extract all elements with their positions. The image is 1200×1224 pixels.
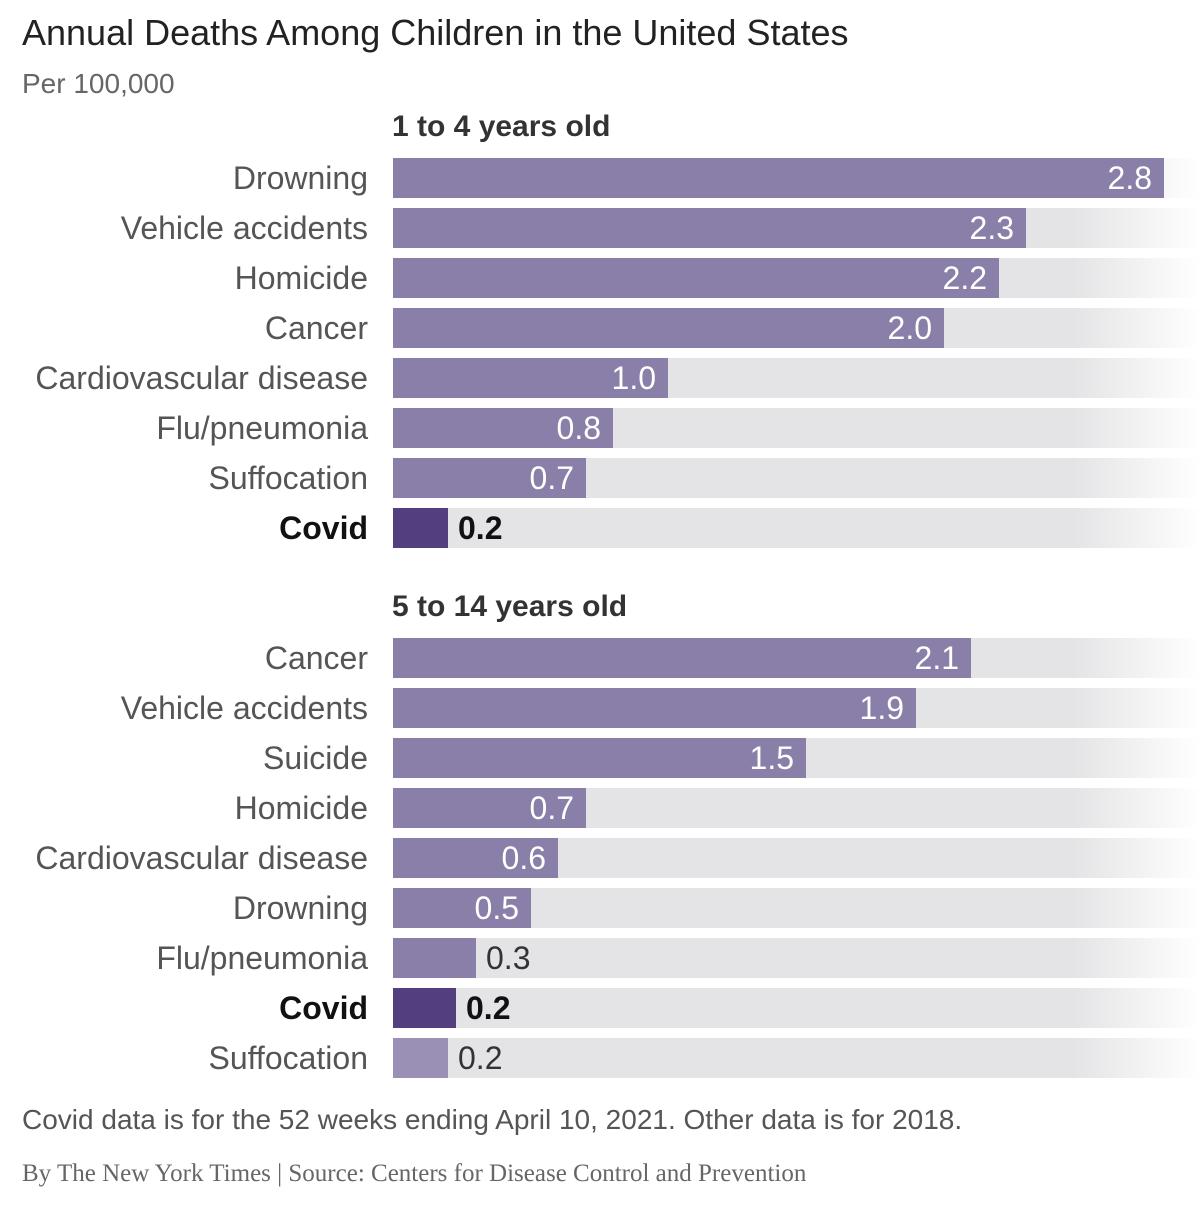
bar	[393, 408, 613, 448]
category-label: Suffocation	[208, 1040, 368, 1076]
category-label: Cancer	[264, 310, 368, 346]
bar-row: Flu/pneumonia 0.3	[0, 938, 1200, 978]
value-label: 2.0	[887, 310, 932, 346]
chart-title: Annual Deaths Among Children in the Unit…	[22, 12, 849, 53]
group-title: 1 to 4 years old	[392, 110, 611, 143]
bar-row: Suffocation 0.7	[0, 458, 1200, 498]
value-label: 0.2	[458, 1040, 503, 1076]
bar	[393, 788, 586, 828]
category-label: Flu/pneumonia	[156, 410, 368, 446]
bar-row: Covid 0.2	[0, 988, 1200, 1028]
value-label: 0.8	[556, 410, 601, 446]
value-label: 2.3	[969, 210, 1014, 246]
category-label: Vehicle accidents	[120, 690, 368, 726]
bar	[393, 738, 806, 778]
bar	[393, 458, 586, 498]
category-label: Suicide	[263, 740, 368, 776]
bar	[393, 208, 1026, 248]
bar-row: Suicide 1.5	[0, 738, 1200, 778]
bar	[393, 838, 558, 878]
value-label: 1.5	[749, 740, 794, 776]
value-label: 0.2	[466, 990, 511, 1026]
group-title: 5 to 14 years old	[392, 590, 628, 623]
category-label: Cardiovascular disease	[35, 360, 368, 396]
bar	[393, 358, 668, 398]
bar-track	[393, 988, 1200, 1028]
bar-row: Drowning 0.5	[0, 888, 1200, 928]
bar	[393, 938, 476, 978]
bar-row: Homicide 2.2	[0, 258, 1200, 298]
bar	[393, 988, 456, 1028]
bar	[393, 258, 999, 298]
bar-row: Drowning 2.8	[0, 158, 1200, 198]
value-label: 0.7	[529, 460, 574, 496]
category-label: Drowning	[232, 160, 368, 196]
category-label: Covid	[279, 990, 368, 1026]
bar-row: Cancer 2.1	[0, 638, 1200, 678]
value-label: 0.7	[529, 790, 574, 826]
bar-track	[393, 1038, 1200, 1078]
bar-row: Vehicle accidents 1.9	[0, 688, 1200, 728]
bar	[393, 638, 971, 678]
value-label: 0.3	[486, 940, 531, 976]
bar	[393, 1038, 448, 1078]
bar	[393, 688, 916, 728]
bar	[393, 508, 448, 548]
bar	[393, 158, 1164, 198]
value-label: 0.2	[458, 510, 503, 546]
value-label: 1.0	[611, 360, 656, 396]
value-label: 2.2	[942, 260, 987, 296]
bar-row: Flu/pneumonia 0.8	[0, 408, 1200, 448]
value-label: 2.1	[914, 640, 959, 676]
category-label: Cancer	[264, 640, 368, 676]
bar-row: Vehicle accidents 2.3	[0, 208, 1200, 248]
value-label: 0.5	[474, 890, 519, 926]
chart-subtitle: Per 100,000	[22, 68, 175, 99]
category-label: Covid	[279, 510, 368, 546]
value-label: 2.8	[1107, 160, 1152, 196]
bar	[393, 308, 944, 348]
bar-row: Cancer 2.0	[0, 308, 1200, 348]
bar-row: Covid 0.2	[0, 508, 1200, 548]
bar-row: Suffocation 0.2	[0, 1038, 1200, 1078]
bar-track	[393, 508, 1200, 548]
source-credit: By The New York Times | Source: Centers …	[22, 1160, 807, 1187]
category-label: Flu/pneumonia	[156, 940, 368, 976]
bar-row: Cardiovascular disease 1.0	[0, 358, 1200, 398]
category-label: Vehicle accidents	[120, 210, 368, 246]
value-label: 1.9	[859, 690, 904, 726]
category-label: Drowning	[232, 890, 368, 926]
category-label: Homicide	[234, 260, 368, 296]
category-label: Homicide	[234, 790, 368, 826]
bar-row: Homicide 0.7	[0, 788, 1200, 828]
bar-track	[393, 938, 1200, 978]
bar-row: Cardiovascular disease 0.6	[0, 838, 1200, 878]
bar	[393, 888, 531, 928]
footnote: Covid data is for the 52 weeks ending Ap…	[22, 1104, 963, 1135]
value-label: 0.6	[501, 840, 546, 876]
category-label: Suffocation	[208, 460, 368, 496]
category-label: Cardiovascular disease	[35, 840, 368, 876]
